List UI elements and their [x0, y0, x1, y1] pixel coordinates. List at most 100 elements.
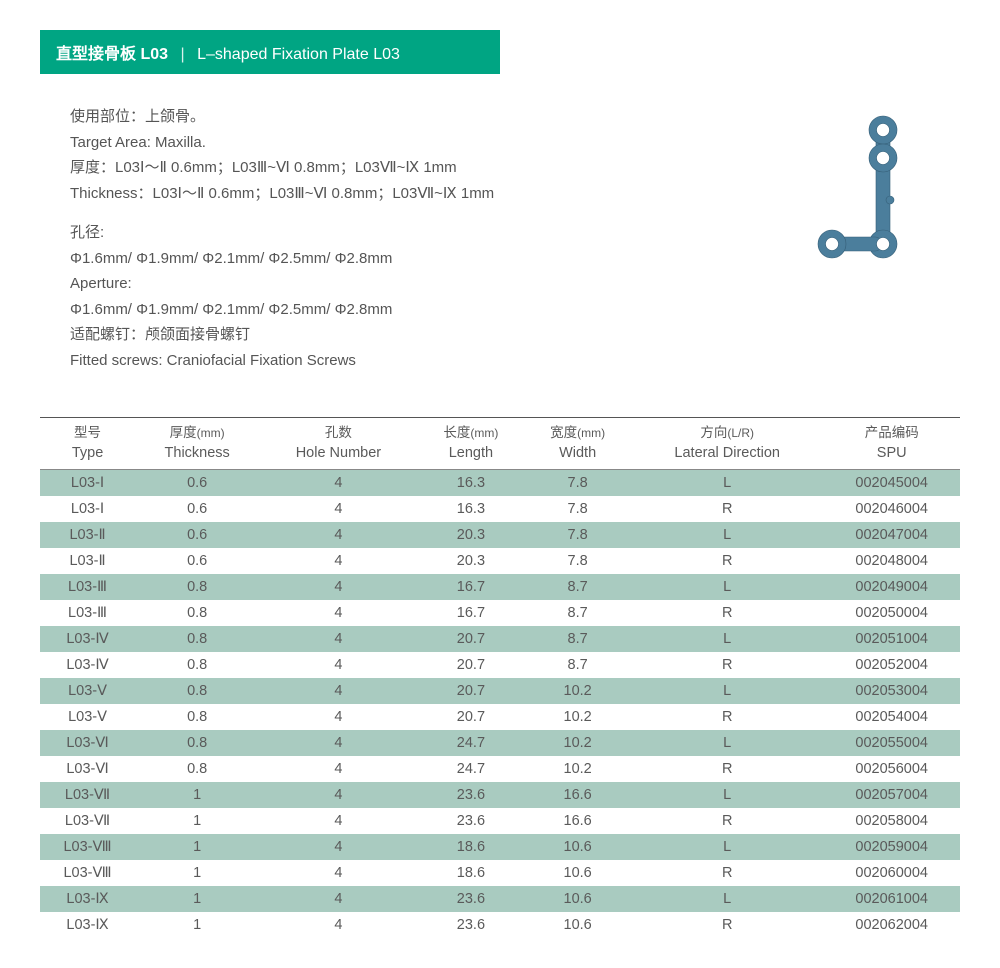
fitted-screws-en: Fitted screws: Craniofacial Fixation Scr…: [70, 348, 790, 374]
title-cn: 直型接骨板 L03: [56, 46, 168, 63]
table-cell: R: [631, 652, 823, 678]
table-cell: 4: [259, 860, 417, 886]
table-cell: 18.6: [418, 834, 525, 860]
table-cell: 002057004: [823, 782, 960, 808]
spec-table-header: 型号Type厚度(mm)Thickness孔数Hole Number长度(mm)…: [40, 418, 960, 470]
table-cell: L03-Ⅲ: [40, 574, 135, 600]
table-cell: 002061004: [823, 886, 960, 912]
table-cell: 002059004: [823, 834, 960, 860]
table-cell: 4: [259, 704, 417, 730]
table-cell: 1: [135, 860, 259, 886]
column-header: 长度(mm)Length: [418, 418, 525, 470]
table-cell: 23.6: [418, 808, 525, 834]
table-cell: 10.6: [524, 834, 631, 860]
table-cell: 0.8: [135, 704, 259, 730]
table-cell: 002052004: [823, 652, 960, 678]
table-cell: 20.7: [418, 652, 525, 678]
table-cell: 0.6: [135, 548, 259, 574]
table-cell: 10.2: [524, 730, 631, 756]
table-cell: R: [631, 808, 823, 834]
table-cell: 8.7: [524, 652, 631, 678]
table-row: L03-Ⅱ0.6420.37.8R002048004: [40, 548, 960, 574]
table-cell: L: [631, 470, 823, 497]
table-row: L03-Ⅵ0.8424.710.2R002056004: [40, 756, 960, 782]
aperture-label-en: Aperture:: [70, 271, 790, 297]
table-cell: 24.7: [418, 756, 525, 782]
table-cell: 8.7: [524, 626, 631, 652]
table-cell: 002053004: [823, 678, 960, 704]
table-cell: 16.6: [524, 782, 631, 808]
table-cell: 7.8: [524, 470, 631, 497]
info-section: 使用部位：上颌骨。 Target Area: Maxilla. 厚度：L03Ⅰ～…: [40, 104, 960, 387]
table-cell: 0.8: [135, 600, 259, 626]
table-row: L03-Ⅵ0.8424.710.2L002055004: [40, 730, 960, 756]
table-cell: 20.7: [418, 626, 525, 652]
table-cell: R: [631, 756, 823, 782]
table-cell: 16.6: [524, 808, 631, 834]
table-cell: 8.7: [524, 574, 631, 600]
target-area-en: Target Area: Maxilla.: [70, 130, 790, 156]
table-cell: 002048004: [823, 548, 960, 574]
table-cell: 16.3: [418, 470, 525, 497]
table-cell: 10.2: [524, 756, 631, 782]
table-cell: 002054004: [823, 704, 960, 730]
table-cell: 20.7: [418, 678, 525, 704]
table-cell: 23.6: [418, 912, 525, 938]
table-cell: L03-Ⅴ: [40, 704, 135, 730]
table-cell: 16.7: [418, 574, 525, 600]
table-cell: 4: [259, 574, 417, 600]
table-row: L03-Ⅶ1423.616.6R002058004: [40, 808, 960, 834]
aperture-values-cn: Φ1.6mm/ Φ1.9mm/ Φ2.1mm/ Φ2.5mm/ Φ2.8mm: [70, 246, 790, 272]
target-area-cn: 使用部位：上颌骨。: [70, 104, 790, 130]
table-cell: L: [631, 886, 823, 912]
table-row: L03-Ⅶ1423.616.6L002057004: [40, 782, 960, 808]
table-cell: 002051004: [823, 626, 960, 652]
table-cell: L03-Ⅴ: [40, 678, 135, 704]
table-cell: 4: [259, 782, 417, 808]
table-cell: 4: [259, 756, 417, 782]
table-row: L03-Ⅲ0.8416.78.7R002050004: [40, 600, 960, 626]
table-cell: 1: [135, 886, 259, 912]
table-cell: 10.2: [524, 678, 631, 704]
table-cell: L: [631, 782, 823, 808]
thickness-cn: 厚度：L03Ⅰ～Ⅱ 0.6mm；L03Ⅲ~Ⅵ 0.8mm；L03Ⅶ~Ⅸ 1mm: [70, 155, 790, 181]
table-cell: 1: [135, 808, 259, 834]
column-header: 宽度(mm)Width: [524, 418, 631, 470]
table-cell: L03-Ⅱ: [40, 548, 135, 574]
title-bar: 直型接骨板 L03 | L–shaped Fixation Plate L03: [40, 30, 500, 74]
table-cell: L03-Ⅰ: [40, 470, 135, 497]
table-cell: R: [631, 600, 823, 626]
table-cell: 002050004: [823, 600, 960, 626]
table-cell: 20.3: [418, 548, 525, 574]
table-cell: 4: [259, 626, 417, 652]
table-cell: 23.6: [418, 782, 525, 808]
table-cell: 7.8: [524, 548, 631, 574]
table-cell: L: [631, 626, 823, 652]
table-cell: 0.6: [135, 470, 259, 497]
column-header: 厚度(mm)Thickness: [135, 418, 259, 470]
table-cell: L03-Ⅲ: [40, 600, 135, 626]
table-cell: 4: [259, 912, 417, 938]
table-row: L03-Ⅱ0.6420.37.8L002047004: [40, 522, 960, 548]
table-cell: 0.8: [135, 574, 259, 600]
table-cell: 0.6: [135, 496, 259, 522]
thickness-en: Thickness：L03Ⅰ～Ⅱ 0.6mm；L03Ⅲ~Ⅵ 0.8mm；L03Ⅶ…: [70, 181, 790, 207]
table-cell: 23.6: [418, 886, 525, 912]
table-cell: L: [631, 834, 823, 860]
table-cell: 16.3: [418, 496, 525, 522]
table-row: L03-Ⅴ0.8420.710.2R002054004: [40, 704, 960, 730]
table-cell: 002056004: [823, 756, 960, 782]
table-cell: 002062004: [823, 912, 960, 938]
table-cell: 10.6: [524, 860, 631, 886]
product-plate-icon: [810, 114, 930, 274]
info-text: 使用部位：上颌骨。 Target Area: Maxilla. 厚度：L03Ⅰ～…: [70, 104, 810, 387]
table-cell: 4: [259, 730, 417, 756]
table-cell: L03-Ⅵ: [40, 756, 135, 782]
table-cell: R: [631, 496, 823, 522]
spec-table-body: L03-Ⅰ0.6416.37.8L002045004L03-Ⅰ0.6416.37…: [40, 470, 960, 939]
table-row: L03-Ⅸ1423.610.6L002061004: [40, 886, 960, 912]
table-cell: R: [631, 704, 823, 730]
table-cell: 4: [259, 470, 417, 497]
table-cell: 18.6: [418, 860, 525, 886]
column-header: 方向(L/R)Lateral Direction: [631, 418, 823, 470]
